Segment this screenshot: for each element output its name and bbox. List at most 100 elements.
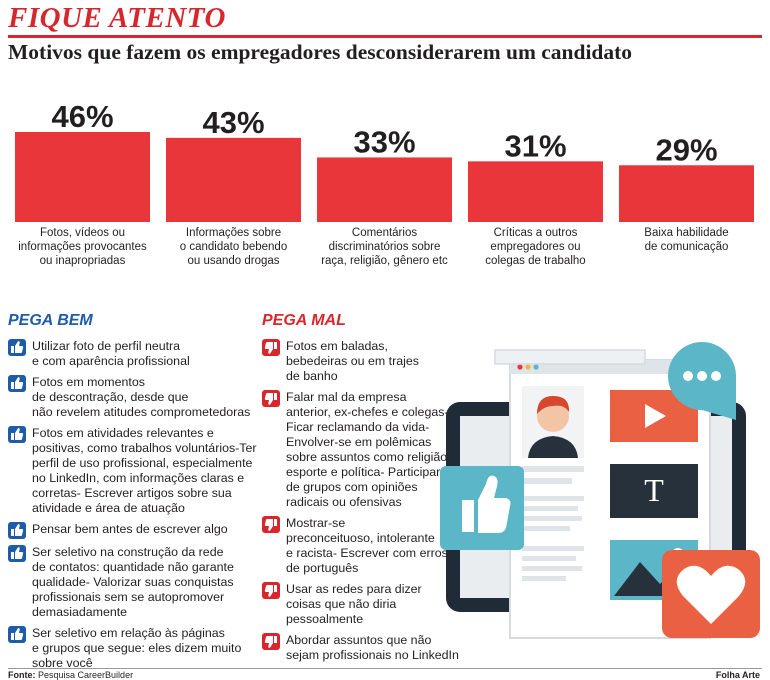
pega-bem-item: Pensar bem antes de escrever algo bbox=[8, 522, 258, 539]
pega-mal-item-line: Envolver-se em polêmicas bbox=[286, 435, 432, 449]
pega-bem-item: Fotos em momentos de descontração, desde … bbox=[8, 375, 258, 420]
category-label-line: ou usando drogas bbox=[187, 255, 279, 267]
pega-bem-item-line: atividade e área de atuação bbox=[32, 501, 185, 515]
thumbs-down-icon bbox=[262, 390, 280, 407]
category-label-1: Fotos, vídeos ou informações provocantes o… bbox=[18, 227, 147, 267]
pega-mal-item-line: de grupos com opiniões bbox=[286, 480, 418, 494]
headline: Motivos que fazem os empregadores descon… bbox=[8, 40, 633, 64]
pega-bem-item-line: Fotos em momentos bbox=[32, 375, 145, 389]
pega-bem-item-line: não revelem atitudes comprometedoras bbox=[32, 405, 251, 419]
pega-bem-item-line: Fotos em atividades relevantes e bbox=[32, 426, 214, 440]
pega-bem-item: Ser seletivo em relação às páginas e grup… bbox=[8, 626, 258, 671]
pega-mal-item-line: e racista- Escrever com erros bbox=[286, 546, 448, 560]
pega-mal-item-line: bebedeiras ou em trajes bbox=[286, 354, 419, 368]
pega-bem-item-line: corretas- Escrever artigos sobre sua bbox=[32, 486, 232, 500]
pega-bem-item-line: de descontração, desde que bbox=[32, 390, 189, 404]
pega-mal-item: Usar as redes para dizer coisas que não d… bbox=[262, 582, 442, 627]
pega-mal-item-line: esporte e política- Participar bbox=[286, 465, 441, 479]
thumbs-down-icon bbox=[262, 339, 280, 356]
pega-mal-item-line: coisas que não diria bbox=[286, 597, 397, 611]
thumbs-up-icon bbox=[8, 522, 26, 539]
chat-bubble-icon bbox=[668, 342, 736, 420]
value-label-1: 46% bbox=[51, 99, 113, 134]
pega-mal-item-line: Fotos em baladas, bbox=[286, 339, 388, 353]
category-label-4: Críticas a outros empregadores ou colegas … bbox=[485, 227, 585, 267]
category-label-line: Fotos, vídeos ou bbox=[40, 227, 125, 239]
pega-bem-list: Utilizar foto de perfil neutra e com apar… bbox=[8, 339, 258, 671]
pega-mal-item-line: Usar as redes para dizer bbox=[286, 582, 422, 596]
thumbs-up-icon bbox=[8, 626, 26, 643]
credit: Folha Arte bbox=[715, 670, 760, 680]
pega-mal-item-text: Fotos em baladas, bebedeiras ou em trajes… bbox=[286, 339, 419, 384]
value-label-3: 33% bbox=[353, 124, 415, 159]
pega-mal-column: PEGA MAL Fotos em baladas, bebedeiras ou … bbox=[262, 312, 459, 669]
pega-mal-item-line: anterior, ex-chefes e colegas- bbox=[286, 405, 449, 419]
pega-mal-item-line: sejam profissionais no LinkedIn bbox=[286, 648, 459, 662]
kicker-rule bbox=[8, 35, 762, 38]
pega-bem-item-text: Fotos em momentos de descontração, desde … bbox=[32, 375, 250, 420]
kicker: FIQUE ATENTO bbox=[8, 2, 226, 34]
pega-bem-item-line: positivas, como trabalhos voluntários-Te… bbox=[32, 441, 257, 455]
bar-2 bbox=[166, 137, 301, 222]
category-label-line: Baixa habilidade bbox=[644, 227, 728, 239]
pega-bem-item-text: Ser seletivo em relação às páginas e grup… bbox=[32, 626, 241, 671]
pega-mal-title: PEGA MAL bbox=[262, 312, 346, 329]
category-label-2: Informações sobre o candidato bebendo ou u… bbox=[180, 227, 287, 267]
category-label-line: Críticas a outros bbox=[494, 227, 578, 239]
pega-mal-item-line: sobre assuntos como religião, bbox=[286, 450, 451, 464]
category-label-line: colegas de trabalho bbox=[485, 255, 585, 267]
pega-bem-item-text: Utilizar foto de perfil neutra e com apar… bbox=[32, 339, 190, 369]
category-label-5: Baixa habilidade de comunicação bbox=[644, 227, 728, 253]
pega-bem-item-text: Ser seletivo na construção da rede de con… bbox=[32, 545, 234, 620]
value-label-5: 29% bbox=[655, 132, 717, 167]
thumbs-up-icon bbox=[8, 375, 26, 392]
pega-mal-item-line: Mostrar-se bbox=[286, 516, 346, 530]
category-label-line: raça, religião, gênero etc bbox=[321, 255, 448, 267]
category-label-3: Comentários discriminatórios sobre raça, r… bbox=[321, 227, 448, 267]
pega-mal-item-line: de português bbox=[286, 561, 359, 575]
pega-bem-item: Utilizar foto de perfil neutra e com apar… bbox=[8, 339, 258, 369]
category-label-line: informações provocantes bbox=[18, 241, 147, 253]
footer-rule bbox=[8, 668, 762, 669]
pega-bem-item-line: qualidade- Valorizar suas conquistas bbox=[32, 575, 234, 589]
pega-mal-item: Fotos em baladas, bebedeiras ou em trajes… bbox=[262, 339, 442, 384]
pega-mal-item-text: Abordar assuntos que não sejam profission… bbox=[286, 633, 459, 663]
category-label-line: discriminatórios sobre bbox=[329, 241, 441, 253]
pega-mal-list: Fotos em baladas, bebedeiras ou em trajes… bbox=[262, 339, 459, 663]
pega-bem-item-line: e com aparência profissional bbox=[32, 354, 190, 368]
category-label-line: Informações sobre bbox=[186, 227, 281, 239]
bar-3 bbox=[317, 157, 452, 222]
category-label-line: Comentários bbox=[352, 227, 417, 239]
thumbs-up-icon bbox=[8, 426, 26, 443]
pega-bem-item: Ser seletivo na construção da rede de con… bbox=[8, 545, 258, 620]
pega-bem-item-line: no LinkedIn, com informações claras e bbox=[32, 471, 245, 485]
pega-mal-item-line: Ficar reclamando da vida- bbox=[286, 420, 430, 434]
bar-4 bbox=[468, 161, 603, 222]
pega-bem-item-line: demasiadamente bbox=[32, 605, 128, 619]
pega-mal-item-text: Mostrar-se preconceituoso, intolerante e r… bbox=[286, 516, 448, 576]
pega-bem-item-line: perfil de uso profissional, especialment… bbox=[32, 456, 253, 470]
thumbs-down-icon bbox=[262, 582, 280, 599]
social-media-illustration: T bbox=[440, 342, 760, 639]
heart-icon bbox=[662, 550, 760, 638]
pega-bem-item-line: Ser seletivo na construção da rede bbox=[32, 545, 224, 559]
pega-mal-item: Mostrar-se preconceituoso, intolerante e r… bbox=[262, 516, 448, 576]
category-label-line: de comunicação bbox=[645, 241, 729, 253]
pega-mal-item-text: Falar mal da empresa anterior, ex-chefes … bbox=[286, 390, 451, 510]
thumbs-down-icon bbox=[262, 516, 280, 533]
pega-bem-item-line: sobre você bbox=[32, 656, 93, 670]
pega-bem-item-line: Utilizar foto de perfil neutra bbox=[32, 339, 181, 353]
text-t-icon: T bbox=[610, 464, 698, 518]
pega-mal-item-line: pessoalmente bbox=[286, 612, 364, 626]
pega-bem-item-line: Ser seletivo em relação às páginas bbox=[32, 626, 225, 640]
pega-mal-item-line: Abordar assuntos que não bbox=[286, 633, 432, 647]
thumbs-up-icon bbox=[8, 545, 26, 562]
pega-bem-item: Fotos em atividades relevantes e positiva… bbox=[8, 426, 258, 516]
bar-chart: 46% Fotos, vídeos ou informações provocant… bbox=[15, 99, 754, 267]
category-label-line: o candidato bebendo bbox=[180, 241, 287, 253]
pega-bem-title: PEGA BEM bbox=[8, 312, 93, 329]
pega-bem-column: PEGA BEM Utilizar foto de perfil neutra e… bbox=[8, 312, 258, 677]
bar-1 bbox=[15, 132, 150, 222]
value-label-2: 43% bbox=[202, 105, 264, 140]
pega-mal-item-line: preconceituoso, intolerante bbox=[286, 531, 435, 545]
